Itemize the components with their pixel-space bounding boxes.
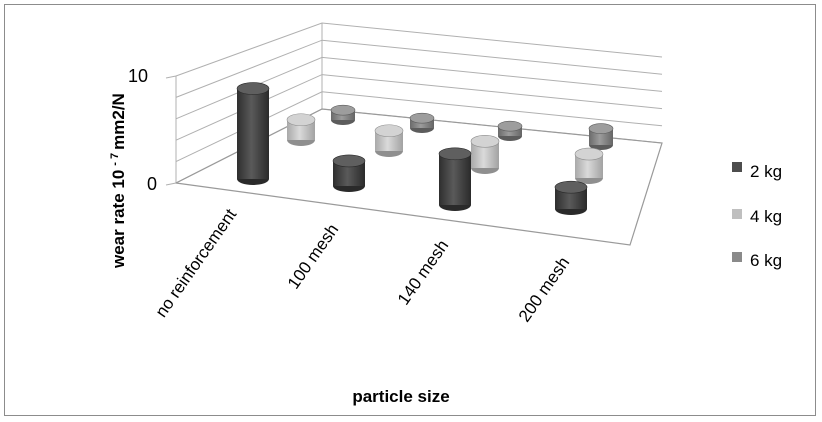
- bar-2-kg-no-reinforcement: [236, 82, 270, 185]
- bar-4-kg-100-mesh: [374, 124, 404, 157]
- grid-layer: [165, 22, 663, 246]
- y-tick-mark-0: [165, 182, 177, 186]
- y-axis-title-exponent: - 7: [109, 153, 121, 166]
- y-tick-10: 10: [128, 66, 148, 86]
- bar-6-kg-200-mesh: [588, 123, 614, 150]
- bar-4-kg-no-reinforcement-top: [286, 113, 316, 127]
- bar-6-kg-200-mesh-top: [588, 123, 614, 134]
- category-label-no-reinforcement: no reinforcement: [152, 205, 241, 321]
- bar-2-kg-140-mesh-body: [439, 153, 471, 205]
- bar-4-kg-100-mesh-top: [374, 124, 404, 138]
- bar-4-kg-200-mesh-top: [574, 147, 604, 161]
- category-label-200-mesh: 200 mesh: [515, 253, 573, 325]
- bar-2-kg-no-reinforcement-top: [236, 82, 270, 95]
- category-label-100-mesh: 100 mesh: [284, 220, 342, 292]
- bar-2-kg-140-mesh: [438, 147, 472, 211]
- floor-plane: [174, 108, 663, 246]
- legend-swatch-4kg: [732, 209, 742, 219]
- legend-label-6kg: 6 kg: [750, 251, 782, 270]
- bar-4-kg-no-reinforcement: [286, 113, 316, 146]
- bar-6-kg-140-mesh-top: [497, 120, 523, 132]
- bar-6-kg-100-mesh-top: [409, 112, 435, 124]
- bar-6-kg-no-reinforcement: [330, 104, 356, 125]
- y-tick-mark-10: [165, 75, 177, 79]
- bar-6-kg-no-reinforcement-top: [330, 104, 356, 116]
- legend-swatch-2kg: [732, 162, 742, 172]
- category-label-140-mesh: 140 mesh: [394, 236, 452, 308]
- y-axis-title-unit: mm2/N: [109, 93, 128, 150]
- bar-2-kg-200-mesh: [554, 180, 588, 215]
- y-axis-title: wear rate 10 - 7 mm2/N: [109, 93, 128, 269]
- bars-layer: [236, 82, 614, 215]
- bar-4-kg-140-mesh-top: [470, 135, 500, 148]
- y-axis-title-main: wear rate 10: [109, 170, 128, 269]
- legend-label-4kg: 4 kg: [750, 207, 782, 226]
- bar-2-kg-no-reinforcement-body: [237, 88, 269, 179]
- bar-2-kg-100-mesh: [332, 154, 366, 192]
- legend-label-2kg: 2 kg: [750, 162, 782, 181]
- legend-swatch-6kg: [732, 252, 742, 262]
- bar-6-kg-100-mesh: [409, 112, 435, 133]
- bar-4-kg-140-mesh: [470, 135, 500, 174]
- bar-2-kg-200-mesh-top: [554, 180, 588, 194]
- chart-frame: [4, 4, 816, 416]
- bar-6-kg-140-mesh: [497, 120, 523, 141]
- bar-2-kg-100-mesh-top: [332, 154, 366, 168]
- legend: 2 kg 4 kg 6 kg: [732, 162, 782, 270]
- bar-2-kg-140-mesh-top: [438, 147, 472, 161]
- bar-4-kg-200-mesh-body: [575, 154, 603, 178]
- y-tick-0: 0: [147, 174, 157, 194]
- x-axis-title: particle size: [352, 387, 449, 406]
- bar-4-kg-200-mesh: [574, 147, 604, 184]
